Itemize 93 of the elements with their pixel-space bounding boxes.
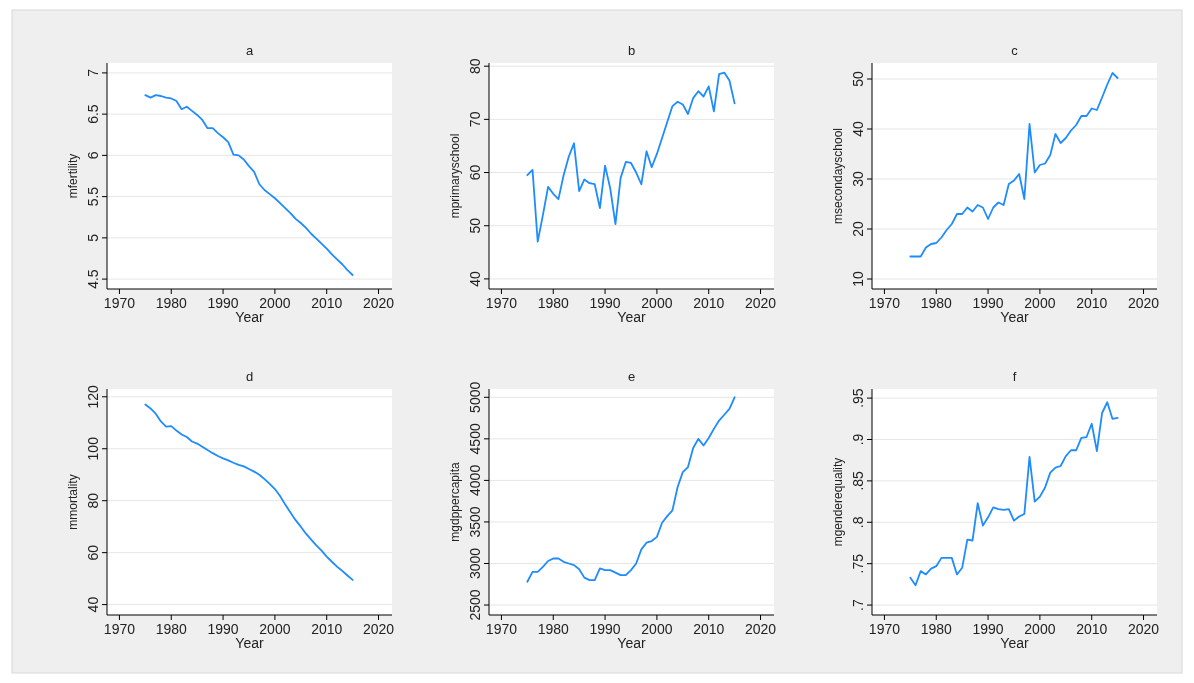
y-tick-label: 60 — [85, 544, 101, 561]
x-tick-label: 1980 — [537, 295, 570, 311]
x-tick-label: 2000 — [1024, 621, 1056, 637]
y-axis-title: mgdppercapita — [448, 461, 462, 542]
y-tick-label: 40 — [467, 270, 483, 287]
chart-title: e — [627, 369, 636, 384]
y-tick-label: 10 — [850, 271, 866, 287]
x-tick-label: 1970 — [868, 621, 901, 637]
y-tick-label: 5000 — [467, 381, 483, 413]
x-axis-title: Year — [1000, 635, 1029, 651]
y-tick-label: 4000 — [467, 464, 483, 496]
y-tick-label: 40 — [85, 596, 101, 613]
x-axis-title: Year — [235, 309, 264, 325]
y-tick-label: 60 — [467, 164, 483, 181]
line-series — [526, 71, 736, 243]
x-tick-label: 1970 — [868, 295, 901, 311]
chart-title: c — [1011, 43, 1019, 58]
x-tick-label: 1970 — [103, 295, 136, 311]
y-tick-label: .7 — [850, 599, 866, 611]
y-tick-label: 40 — [850, 121, 866, 137]
line-series — [144, 94, 354, 276]
x-tick-label: 2020 — [362, 295, 395, 311]
x-axis-title: Year — [1000, 309, 1029, 325]
x-tick-label: 2000 — [259, 295, 291, 311]
y-tick-label: .95 — [850, 388, 866, 408]
x-tick-label: 1970 — [485, 295, 518, 311]
x-tick-label: 2020 — [1127, 621, 1160, 637]
x-tick-label: 1990 — [972, 295, 1004, 311]
x-tick-label: 1980 — [920, 295, 953, 311]
y-tick-label: 5.5 — [85, 186, 101, 207]
x-tick-label: 1970 — [103, 621, 136, 637]
x-tick-label: 1980 — [155, 295, 188, 311]
y-tick-label: 100 — [85, 436, 101, 461]
y-tick-label: 50 — [850, 71, 866, 87]
x-tick-label: 2010 — [1076, 621, 1108, 637]
y-tick-label: 7 — [85, 68, 101, 77]
x-tick-label: 2010 — [693, 295, 725, 311]
y-axis-title: msecondayschool — [831, 127, 845, 225]
y-axis-title: mmortality — [66, 474, 80, 530]
y-tick-label: 80 — [85, 492, 101, 509]
x-tick-label: 1970 — [485, 621, 518, 637]
x-tick-label: 1980 — [537, 621, 570, 637]
x-axis-title: Year — [617, 309, 646, 325]
x-tick-label: 2000 — [1024, 295, 1056, 311]
chart-title: d — [245, 369, 254, 384]
x-tick-label: 2020 — [362, 621, 395, 637]
y-tick-label: 3500 — [467, 506, 483, 538]
x-tick-label: 2000 — [641, 621, 673, 637]
y-tick-label: .9 — [850, 433, 866, 446]
x-tick-label: 1980 — [920, 621, 953, 637]
y-tick-label: 5 — [85, 233, 101, 242]
y-tick-label: 3000 — [467, 547, 483, 580]
y-tick-label: 4500 — [467, 423, 483, 455]
y-tick-label: .85 — [850, 470, 866, 491]
x-tick-label: 2010 — [311, 295, 343, 311]
x-tick-label: 1990 — [207, 295, 239, 311]
line-series — [526, 396, 736, 583]
y-axis-title: mgenderequality — [831, 457, 845, 547]
x-tick-label: 2010 — [1076, 295, 1108, 311]
y-tick-label: 6 — [85, 151, 101, 160]
y-tick-label: .75 — [850, 553, 866, 574]
x-tick-label: 2010 — [311, 621, 343, 637]
y-tick-label: 50 — [467, 217, 483, 234]
x-tick-label: 1980 — [155, 621, 188, 637]
y-axis-title: mfertility — [66, 153, 80, 199]
y-tick-label: 120 — [85, 384, 101, 409]
chart-title: a — [245, 43, 254, 58]
line-series — [909, 401, 1119, 587]
x-axis-title: Year — [617, 635, 646, 651]
y-axis-title: mprimaryschool — [448, 133, 462, 219]
line-series — [144, 403, 354, 581]
x-tick-label: 1990 — [207, 621, 239, 637]
chart-title: b — [627, 43, 636, 58]
y-tick-label: 20 — [850, 221, 866, 237]
y-tick-label: 30 — [850, 171, 866, 187]
x-tick-label: 2000 — [259, 621, 291, 637]
x-tick-label: 2020 — [1127, 295, 1160, 311]
x-tick-label: 2020 — [744, 621, 777, 637]
x-tick-label: 2000 — [641, 295, 673, 311]
x-tick-label: 1990 — [589, 621, 621, 637]
y-tick-label: 2500 — [467, 589, 483, 621]
line-series — [909, 72, 1119, 258]
x-tick-label: 1990 — [589, 295, 621, 311]
x-tick-label: 1990 — [972, 621, 1004, 637]
x-tick-label: 2010 — [693, 621, 725, 637]
chart-title: f — [1012, 369, 1017, 384]
x-tick-label: 2020 — [744, 295, 777, 311]
x-axis-title: Year — [235, 635, 264, 651]
y-tick-label: 80 — [467, 58, 483, 74]
y-tick-label: 4.5 — [85, 269, 101, 289]
y-tick-label: 70 — [467, 111, 483, 128]
y-tick-label: 6.5 — [85, 104, 101, 124]
y-tick-label: .8 — [850, 516, 866, 529]
